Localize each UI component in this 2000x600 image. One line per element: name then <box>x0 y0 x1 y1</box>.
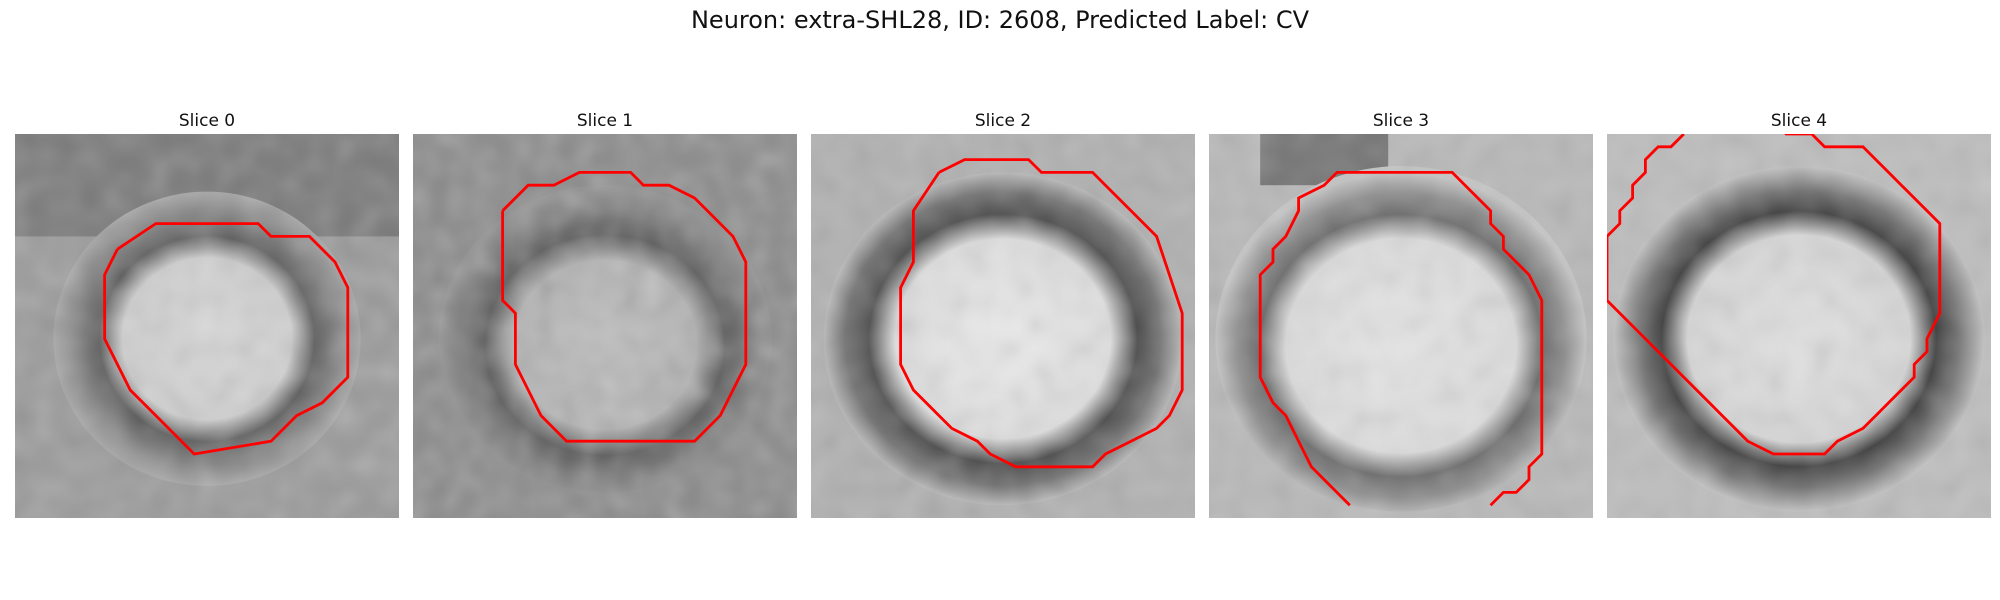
slice-image <box>811 134 1195 518</box>
slice-image <box>15 134 399 518</box>
panel-title: Slice 4 <box>1770 111 1828 131</box>
panel-slice-2: Slice 2 <box>811 108 1195 518</box>
panel-slice-0: Slice 0 <box>15 108 399 518</box>
contour-line <box>501 170 748 443</box>
contour-line <box>103 222 350 456</box>
panel-slice-1: Slice 1 <box>413 108 797 518</box>
panel-title: Slice 3 <box>1372 111 1430 131</box>
slice-image <box>1607 134 1991 518</box>
figure-title: Neuron: extra-SHL28, ID: 2608, Predicted… <box>690 6 1310 34</box>
contour-line <box>1258 170 1544 507</box>
slice-image-svg <box>1209 134 1593 518</box>
slice-image <box>413 134 797 518</box>
slice-image-svg <box>413 134 797 518</box>
panel-slice-3: Slice 3 <box>1209 108 1593 518</box>
contour-line <box>899 158 1184 469</box>
slice-image-svg <box>1607 134 1991 518</box>
slice-image-svg <box>811 134 1195 518</box>
panel-title: Slice 1 <box>576 111 634 131</box>
panel-title: Slice 2 <box>974 111 1032 131</box>
contour-line <box>1607 134 1942 456</box>
slice-image <box>1209 134 1593 518</box>
panel-title: Slice 0 <box>178 111 236 131</box>
slice-image-svg <box>15 134 399 518</box>
panel-slice-4: Slice 4 <box>1607 108 1991 518</box>
